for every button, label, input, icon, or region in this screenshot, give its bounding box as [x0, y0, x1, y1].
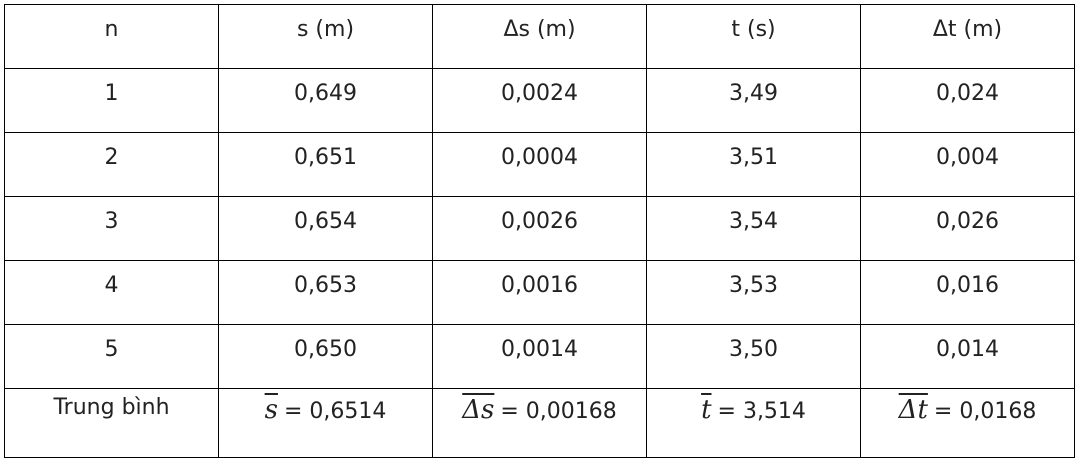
cell: 5 [4, 324, 219, 389]
average-symbol: t [701, 395, 712, 425]
data-row: 2 0,651 0,0004 3,51 0,004 [4, 132, 1075, 197]
data-row: 4 0,653 0,0016 3,53 0,016 [4, 260, 1075, 325]
cell: 0,014 [860, 324, 1075, 389]
cell: 3,53 [646, 260, 861, 325]
average-value: = 0,00168 [500, 399, 617, 424]
cell: 3,50 [646, 324, 861, 389]
header-cell: Δs (m) [432, 4, 647, 69]
cell: 0,651 [218, 132, 433, 197]
average-value: = 3,514 [717, 399, 806, 424]
cell: 0,654 [218, 196, 433, 261]
cell: 0,024 [860, 68, 1075, 133]
cell: 0,649 [218, 68, 433, 133]
average-cell: s = 0,6514 [218, 388, 433, 458]
cell: 0,0016 [432, 260, 647, 325]
cell: 0,653 [218, 260, 433, 325]
cell: 4 [4, 260, 219, 325]
average-symbol: Δs [462, 395, 495, 425]
footer-label: Trung bình [4, 388, 219, 458]
cell: 0,0024 [432, 68, 647, 133]
average-cell: t = 3,514 [646, 388, 861, 458]
data-row: 5 0,650 0,0014 3,50 0,014 [4, 324, 1075, 389]
cell: 0,016 [860, 260, 1075, 325]
data-row: 3 0,654 0,0026 3,54 0,026 [4, 196, 1075, 261]
cell: 3,51 [646, 132, 861, 197]
average-cell: Δs = 0,00168 [432, 388, 647, 458]
header-cell: s (m) [218, 4, 433, 69]
cell: 0,0014 [432, 324, 647, 389]
average-value: = 0,6514 [283, 399, 387, 424]
header-cell: t (s) [646, 4, 861, 69]
cell: 3,49 [646, 68, 861, 133]
header-cell: Δt (m) [860, 4, 1075, 69]
cell: 2 [4, 132, 219, 197]
cell: 3,54 [646, 196, 861, 261]
footer-row: Trung bình s = 0,6514 Δs = 0,00168 t = 3,514 Δt… [4, 388, 1075, 458]
cell: 0,650 [218, 324, 433, 389]
cell: 1 [4, 68, 219, 133]
data-row: 1 0,649 0,0024 3,49 0,024 [4, 68, 1075, 133]
cell: 0,004 [860, 132, 1075, 197]
cell: 0,0026 [432, 196, 647, 261]
cell: 0,026 [860, 196, 1075, 261]
cell: 0,0004 [432, 132, 647, 197]
header-cell: n [4, 4, 219, 69]
average-symbol: Δt [898, 395, 928, 425]
cell: 3 [4, 196, 219, 261]
average-value: = 0,0168 [933, 399, 1037, 424]
average-cell: Δt = 0,0168 [860, 388, 1075, 458]
average-symbol: s [264, 395, 278, 425]
